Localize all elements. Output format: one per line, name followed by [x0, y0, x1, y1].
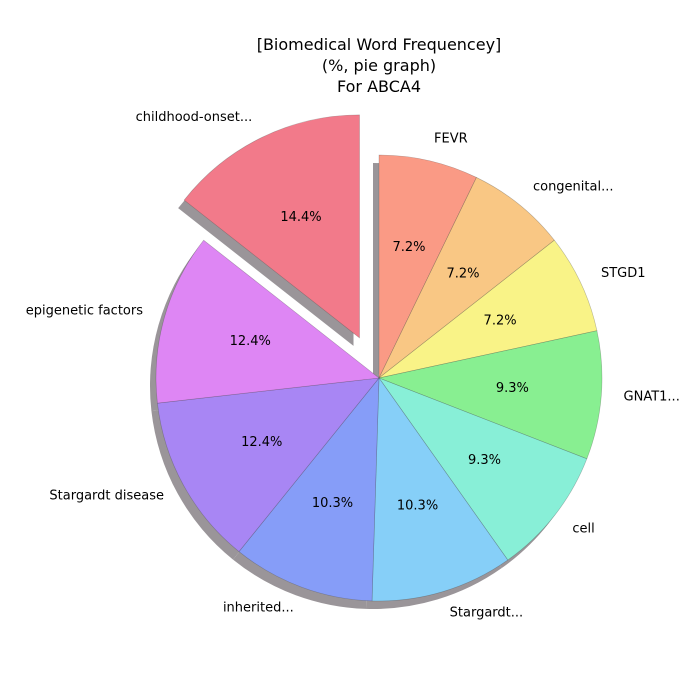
percent-labels: 7.2% 7.2% 7.2% 9.3% 9.3% 10.3% 10.3% 12.4% 12.4%…	[230, 210, 529, 514]
slice-percent-label: 9.3%	[496, 381, 529, 396]
pie-slice	[157, 377, 380, 553]
chart-title-line-2: (%, pie graph)	[322, 56, 436, 75]
slice-label: STGD1	[601, 266, 646, 281]
slice-label: congenital...	[533, 180, 614, 195]
slice-percent-label: 10.3%	[397, 499, 438, 514]
slice-percent-label: 10.3%	[312, 496, 353, 511]
slice-percent-label: 7.2%	[484, 314, 517, 329]
pie-slice	[238, 377, 380, 602]
slice-label: Stargardt...	[450, 605, 524, 620]
pie-slice	[378, 377, 588, 561]
slice-label: epigenetic factors	[26, 304, 143, 319]
slice-label: childhood-onset...	[136, 110, 253, 125]
pie-slice	[371, 377, 509, 602]
chart-title-line-3: For ABCA4	[337, 77, 421, 96]
slice-label: inherited...	[223, 601, 294, 616]
slice-percent-label: 7.2%	[446, 266, 479, 281]
slice-label: cell	[572, 521, 594, 536]
pie-slice	[377, 330, 603, 460]
slice-percent-label: 7.2%	[392, 240, 425, 255]
pie-slice	[183, 114, 360, 339]
chart-title: [Biomedical Word Frequencey] (%, pie gra…	[257, 35, 502, 96]
pie-slice	[378, 177, 555, 379]
pie-slice	[378, 154, 477, 379]
slice-percent-label: 9.3%	[468, 453, 501, 468]
pie-slices	[155, 114, 603, 602]
pie-slice	[378, 239, 598, 379]
slice-label: Stargardt disease	[49, 489, 164, 504]
slice-label: GNAT1...	[624, 390, 680, 405]
chart-title-line-1: [Biomedical Word Frequencey]	[257, 35, 502, 54]
slice-labels: FEVR congenital... STGD1 GNAT1... cell Starga…	[26, 110, 680, 621]
slice-percent-label: 12.4%	[241, 435, 282, 450]
slice-percent-label: 12.4%	[230, 334, 271, 349]
slice-percent-label: 14.4%	[280, 210, 321, 225]
pie-slice	[155, 239, 380, 404]
slice-label: FEVR	[434, 131, 468, 146]
